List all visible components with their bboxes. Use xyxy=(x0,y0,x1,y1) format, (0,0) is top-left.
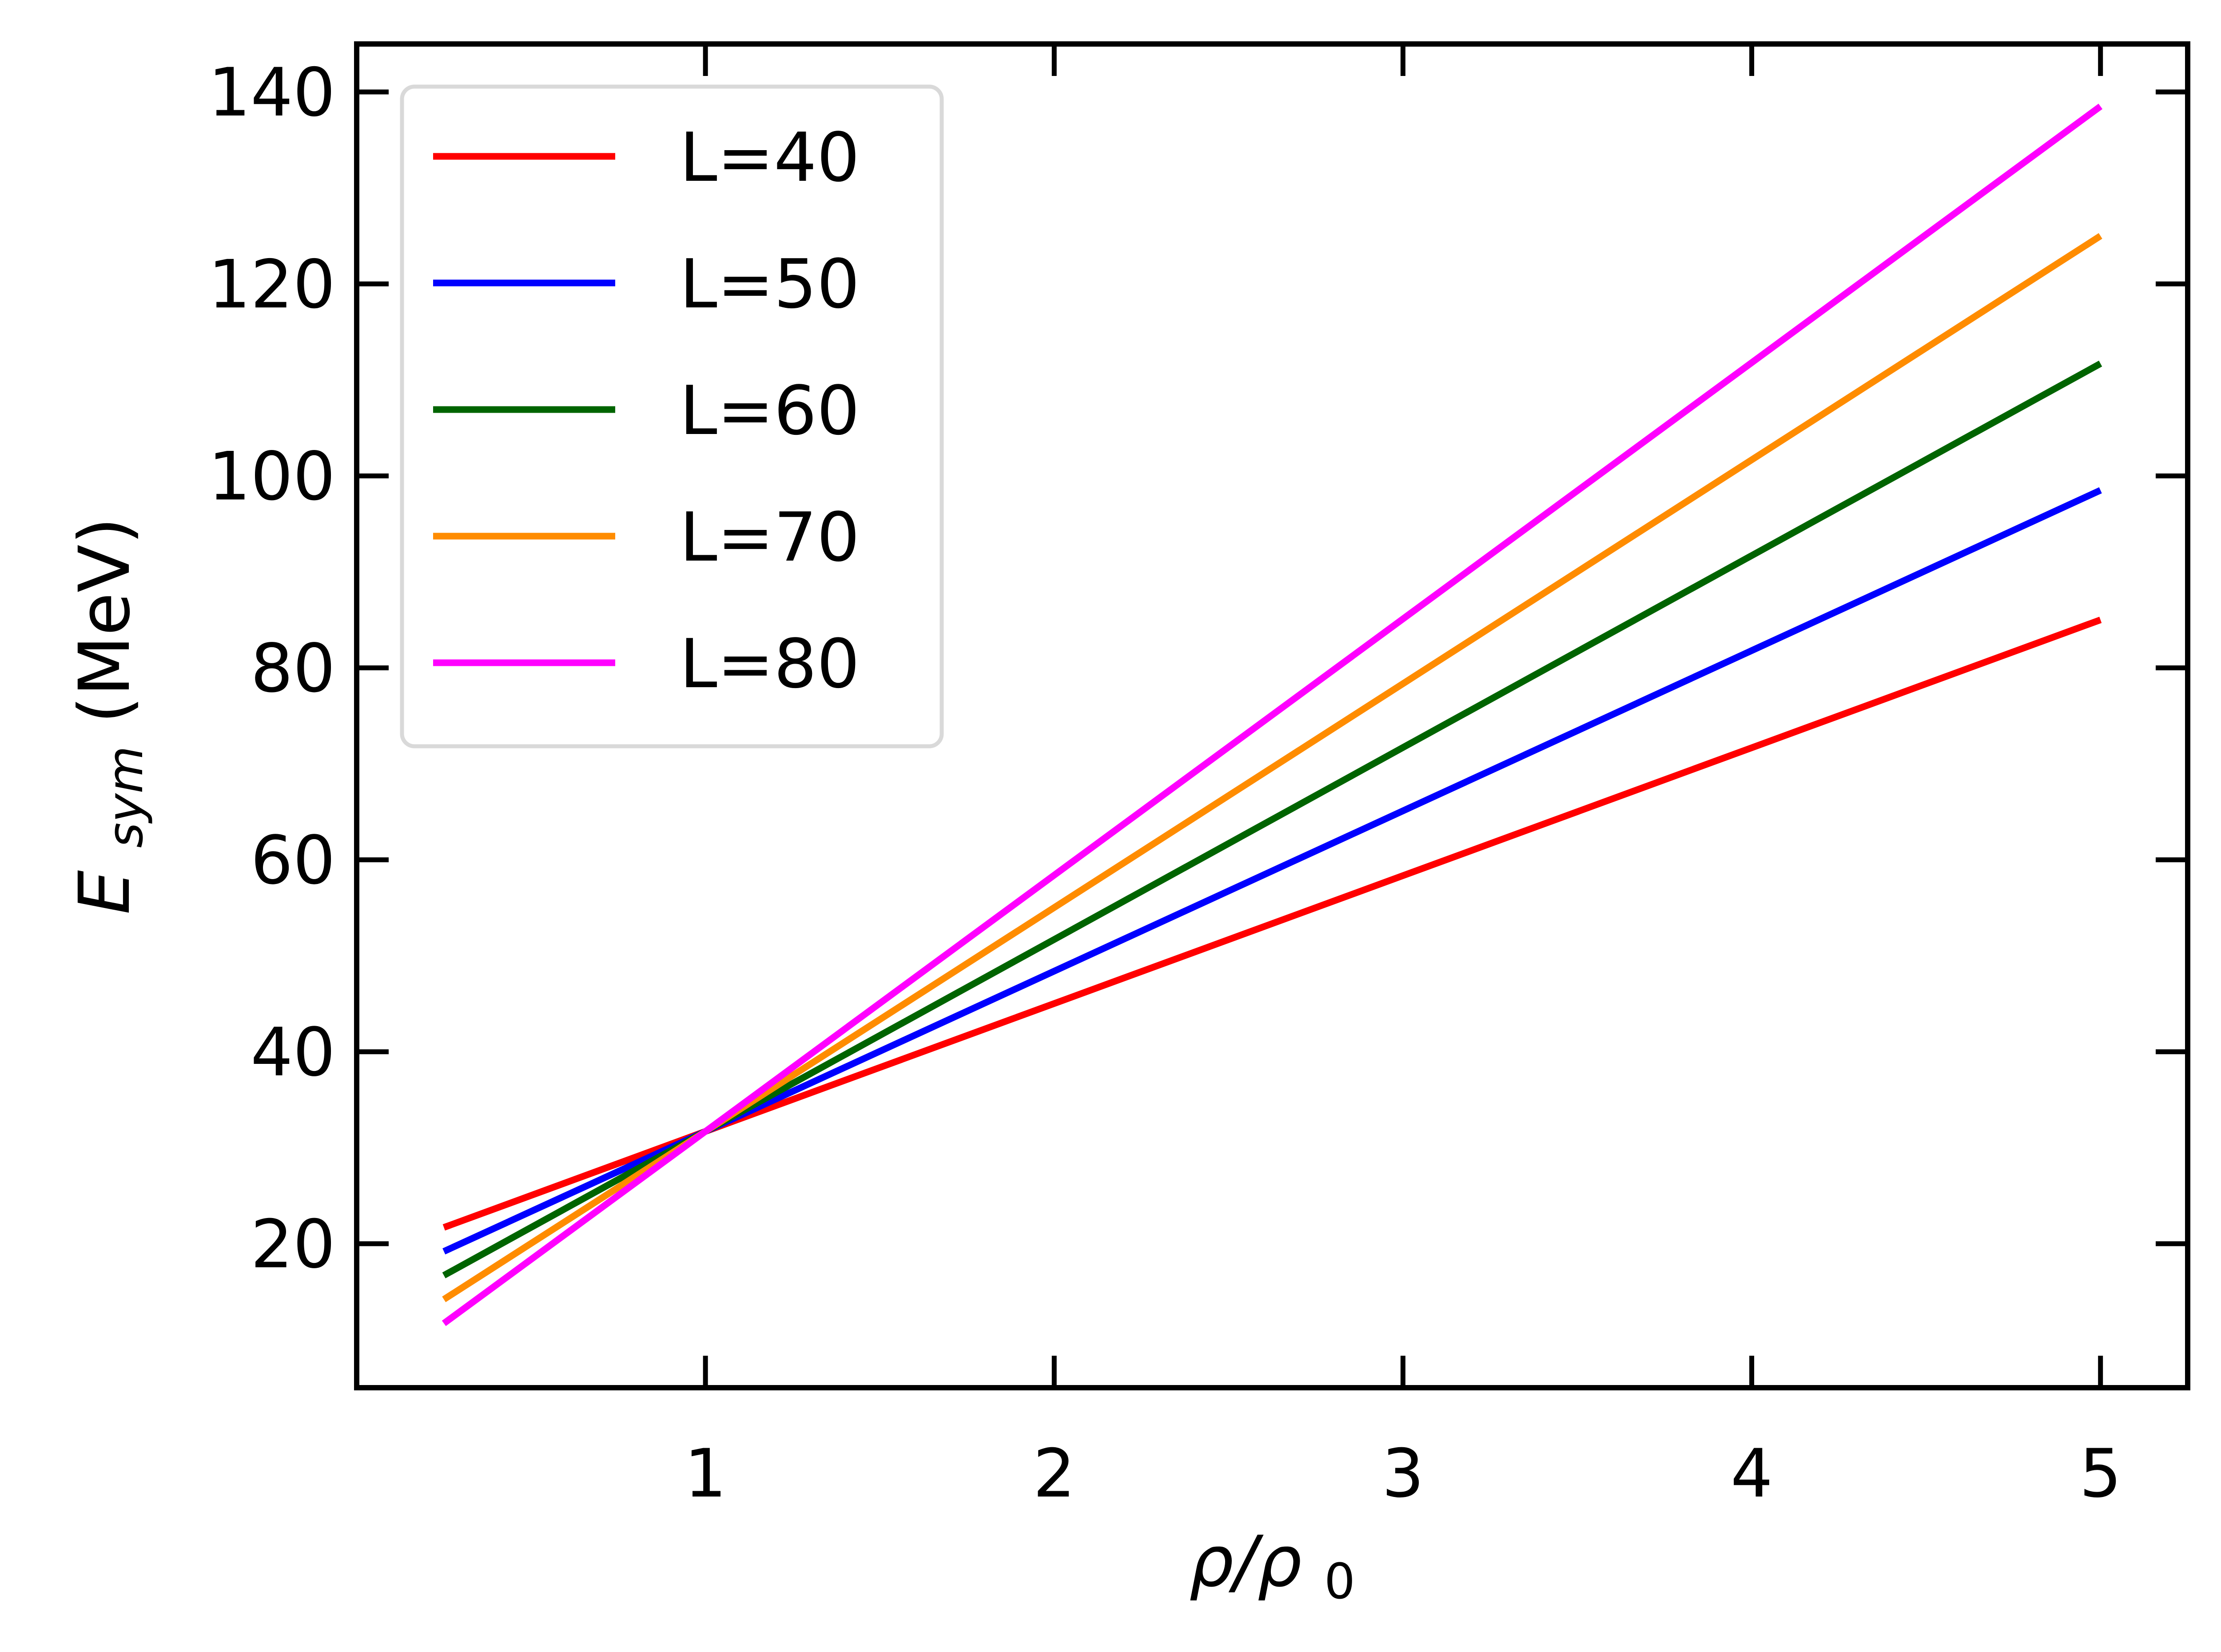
x-tick-label: 3 xyxy=(1382,1435,1424,1513)
legend-entry-1: L=40 xyxy=(680,118,860,197)
y-axis-label-main: E xyxy=(64,870,146,915)
x-tick-label: 5 xyxy=(2079,1435,2121,1513)
plot-border xyxy=(354,41,2190,1390)
legend: L=40 L=50 L=60 L=70 L=80 xyxy=(400,84,944,748)
y-axis-label-unit: (MeV) xyxy=(64,517,146,724)
series-line-5 xyxy=(442,103,2103,1326)
y-tick-label: 140 xyxy=(208,54,335,131)
y-tick-label: 20 xyxy=(251,1206,335,1283)
legend-entry-5: L=80 xyxy=(680,625,860,703)
y-axis-label-subscript: sym xyxy=(97,746,154,848)
y-tick-label: 80 xyxy=(251,630,335,707)
y-tick-label: 40 xyxy=(251,1014,335,1091)
axis-ticks: 1 2 3 4 5 20 40 60 80 100 120 140 xyxy=(208,44,2188,1513)
y-tick-label: 60 xyxy=(251,822,335,900)
legend-entry-3: L=60 xyxy=(680,371,860,450)
legend-entry-4: L=70 xyxy=(680,498,860,577)
y-axis-label: E sym (MeV) xyxy=(64,517,159,915)
series-lines xyxy=(442,103,2103,1326)
x-axis-label-subscript: 0 xyxy=(1324,1553,1355,1610)
legend-box xyxy=(400,84,944,748)
y-tick-label: 100 xyxy=(208,438,335,515)
legend-entry-2: L=50 xyxy=(680,245,860,323)
x-axis-label: ρ/ρ 0 xyxy=(1189,1521,1355,1610)
y-tick-label: 120 xyxy=(208,246,335,323)
x-axis-label-main: ρ/ρ xyxy=(1189,1521,1302,1603)
plot-frame xyxy=(354,41,2190,1390)
x-tick-label: 1 xyxy=(684,1435,726,1513)
x-tick-label: 4 xyxy=(1731,1435,1773,1513)
x-tick-label: 2 xyxy=(1033,1435,1075,1513)
